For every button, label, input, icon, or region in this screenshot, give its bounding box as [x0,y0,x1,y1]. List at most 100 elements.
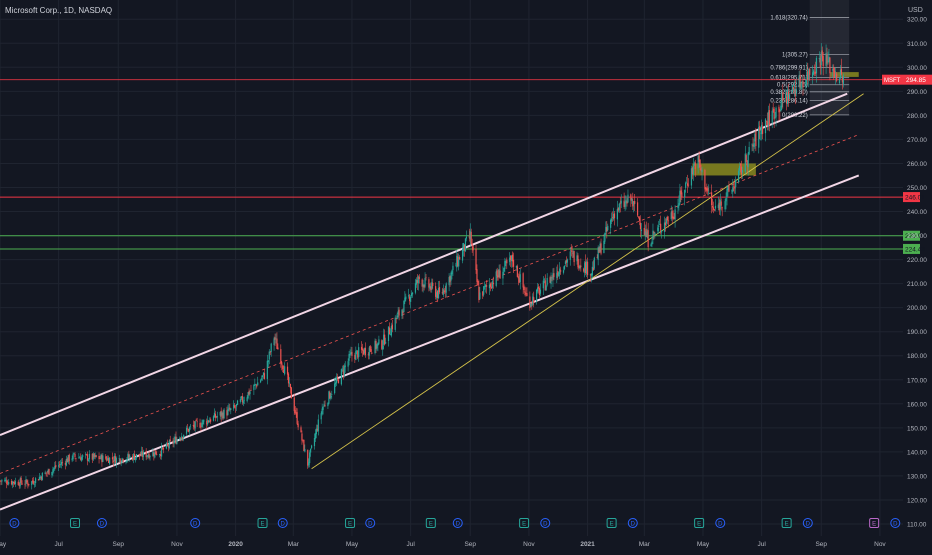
time-tick-label: Mar [288,541,300,548]
candle-body [38,476,41,480]
yellow-trendline[interactable] [311,93,864,470]
candle-body [511,255,513,262]
candle-body [838,78,841,84]
dividend-marker[interactable] [190,518,201,528]
candle-body [430,286,432,291]
candle-body [114,456,116,464]
candle-body [449,276,451,283]
candle-body [606,227,608,232]
earnings-marker[interactable] [606,518,617,528]
candle-body [464,238,467,252]
earnings-marker[interactable] [257,518,268,528]
candle-body [808,69,810,80]
candle-body [720,201,722,206]
candle-body [45,472,47,474]
candle-body [657,227,659,231]
candle-body [226,410,228,416]
candle-body [167,445,169,447]
candle-body [175,436,177,444]
candle-body [571,251,573,252]
candle-body [98,455,100,460]
dividend-marker[interactable] [9,518,20,528]
candlestick-series [0,43,844,490]
event-marker-label: E [697,521,701,527]
candle-body [488,284,491,289]
candle-body [195,419,197,421]
candle-body [556,272,558,278]
candle-body [168,440,170,448]
dividend-marker[interactable] [802,518,813,528]
dividend-marker[interactable] [96,518,107,528]
dividend-marker[interactable] [277,518,288,528]
earnings-marker[interactable] [70,518,81,528]
time-axis: May Jul Sep Nov 2020 Mar May Jul Sep Nov 2021 Mar Ma… [0,541,886,548]
candle-body [44,472,46,474]
earnings-marker[interactable] [781,518,792,528]
candle-body [787,89,789,104]
candle-body [531,302,533,304]
candle-body [579,265,581,269]
candle-body [687,184,690,186]
candle-body [829,57,831,74]
candle-body [227,408,229,415]
candle-body [476,269,478,282]
level-tag-label: 224.43 [905,246,925,253]
earnings-marker[interactable] [425,518,436,528]
candle-body [421,279,423,287]
candle-body [516,266,518,277]
time-tick-label: Sep [464,541,476,548]
candle-body [274,337,276,340]
candle-body [633,201,635,205]
candle-body [202,420,204,424]
candle-body [717,204,719,208]
candle-body [693,164,695,166]
dividend-marker[interactable] [890,518,901,528]
highlight-zone[interactable] [829,72,859,77]
candle-body [410,296,412,302]
candle-body [761,127,764,134]
candle-body [269,352,271,353]
candle-body [397,311,399,314]
candle-body [263,373,266,379]
candle-body [119,458,121,463]
channel-upper-line[interactable] [0,92,848,436]
candle-body [92,453,94,460]
candle-body [746,163,748,166]
dividend-marker[interactable] [715,518,726,528]
candle-body [295,412,297,414]
candle-body [396,314,398,320]
channel-mid-line[interactable] [0,134,859,474]
candle-body [242,401,244,404]
candle-body [598,247,600,253]
dividend-marker[interactable] [540,518,551,528]
candle-body [349,354,351,356]
time-tick-label: Jul [406,541,415,548]
candle-body [752,144,754,147]
event-marker-label: E [610,521,614,527]
candle-body [694,162,696,170]
level-tag [903,230,920,241]
event-marker-label: D [100,521,105,527]
dividend-marker[interactable] [365,518,376,528]
price-tick-label: 280.00 [907,113,927,120]
candle-body [718,202,720,211]
earnings-marker[interactable] [519,518,530,528]
earnings-marker[interactable] [345,518,356,528]
dividend-marker[interactable] [452,518,463,528]
channel-lower-line[interactable] [0,174,860,511]
candle-body [457,256,459,266]
candle-body [115,457,117,464]
candle-body [512,259,515,267]
candle-body [309,452,311,464]
event-marker-label: E [872,521,876,527]
earnings-marker[interactable] [869,518,880,528]
candle-body [140,451,142,456]
fib-level-label: 1(305.27) [782,53,808,59]
candle-body [55,465,57,468]
candle-body [74,453,76,457]
earnings-marker[interactable] [694,518,705,528]
candle-body [93,453,95,458]
dividend-marker[interactable] [627,518,638,528]
